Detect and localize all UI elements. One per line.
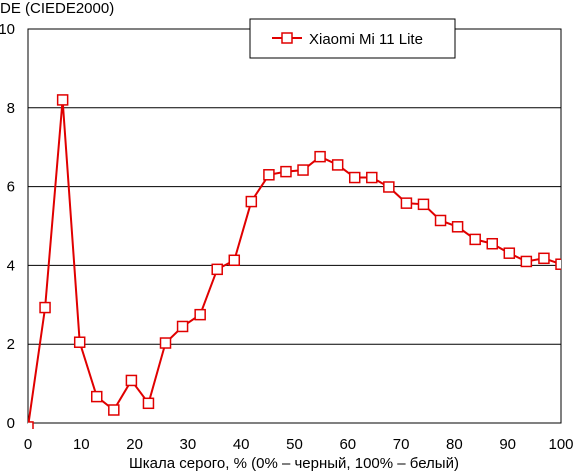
data-point	[28, 421, 34, 429]
data-point	[400, 197, 413, 209]
data-point	[331, 159, 344, 171]
x-tick-label-2: 20	[126, 436, 143, 453]
data-point	[228, 254, 241, 267]
x-tick-label-8: 80	[446, 436, 463, 453]
data-point	[348, 171, 361, 184]
x-tick-label-1: 10	[73, 436, 90, 453]
data-point	[555, 258, 561, 270]
x-axis-label: Шкала серого, % (0% – черный, 100% – бел…	[129, 455, 459, 472]
gridlines	[28, 28, 561, 424]
x-tick-label-0: 0	[24, 436, 32, 453]
legend: Xiaomi Mi 11 Lite	[249, 18, 456, 59]
y-tick-label-5: 10	[0, 21, 15, 38]
data-point	[366, 171, 378, 184]
x-tick-label-5: 50	[286, 436, 303, 453]
data-point	[39, 301, 51, 314]
series-0	[28, 94, 561, 429]
data-point	[73, 336, 86, 348]
x-tick-label-4: 40	[233, 436, 250, 453]
x-tick-label-6: 60	[339, 436, 356, 453]
x-tick-label-3: 30	[180, 436, 197, 453]
data-point	[194, 308, 206, 321]
plot-frame	[27, 28, 562, 424]
data-point	[383, 181, 395, 193]
x-tick-label-9: 90	[499, 436, 516, 453]
data-point	[417, 198, 430, 211]
y-tick-label-4: 8	[7, 100, 15, 117]
x-tick-label-10: 100	[548, 436, 573, 453]
y-tick-labels: 0 2 4 6 8 10	[0, 21, 15, 432]
x-tick-labels: 0 10 20 30 40 50 60 70 80 90 100	[24, 436, 573, 453]
data-point	[314, 150, 326, 163]
chart-title: DE (CIEDE2000)	[0, 0, 114, 17]
data-point	[280, 165, 292, 178]
data-point	[142, 397, 155, 410]
y-tick-label-0: 0	[7, 415, 15, 432]
legend-swatch-marker	[281, 32, 293, 44]
series-line	[28, 99, 561, 428]
data-point	[451, 221, 464, 233]
data-point	[486, 237, 498, 250]
data-point	[159, 337, 172, 349]
data-point	[263, 169, 275, 181]
data-point	[469, 233, 481, 246]
data-point	[125, 374, 138, 387]
data-point	[297, 164, 309, 176]
data-point	[108, 404, 120, 416]
data-point	[56, 94, 69, 106]
data-point	[245, 195, 258, 208]
data-point	[520, 255, 533, 268]
data-point	[176, 320, 189, 333]
data-point	[211, 263, 223, 276]
series	[28, 94, 561, 429]
y-tick-label-2: 4	[7, 257, 15, 274]
data-point	[538, 252, 550, 265]
y-tick-label-1: 2	[7, 336, 15, 353]
data-point	[91, 390, 103, 403]
data-point	[503, 247, 516, 259]
data-point	[434, 214, 447, 227]
y-tick-label-3: 6	[7, 179, 15, 196]
legend-label: Xiaomi Mi 11 Lite	[309, 31, 423, 48]
x-tick-label-7: 70	[393, 436, 410, 453]
